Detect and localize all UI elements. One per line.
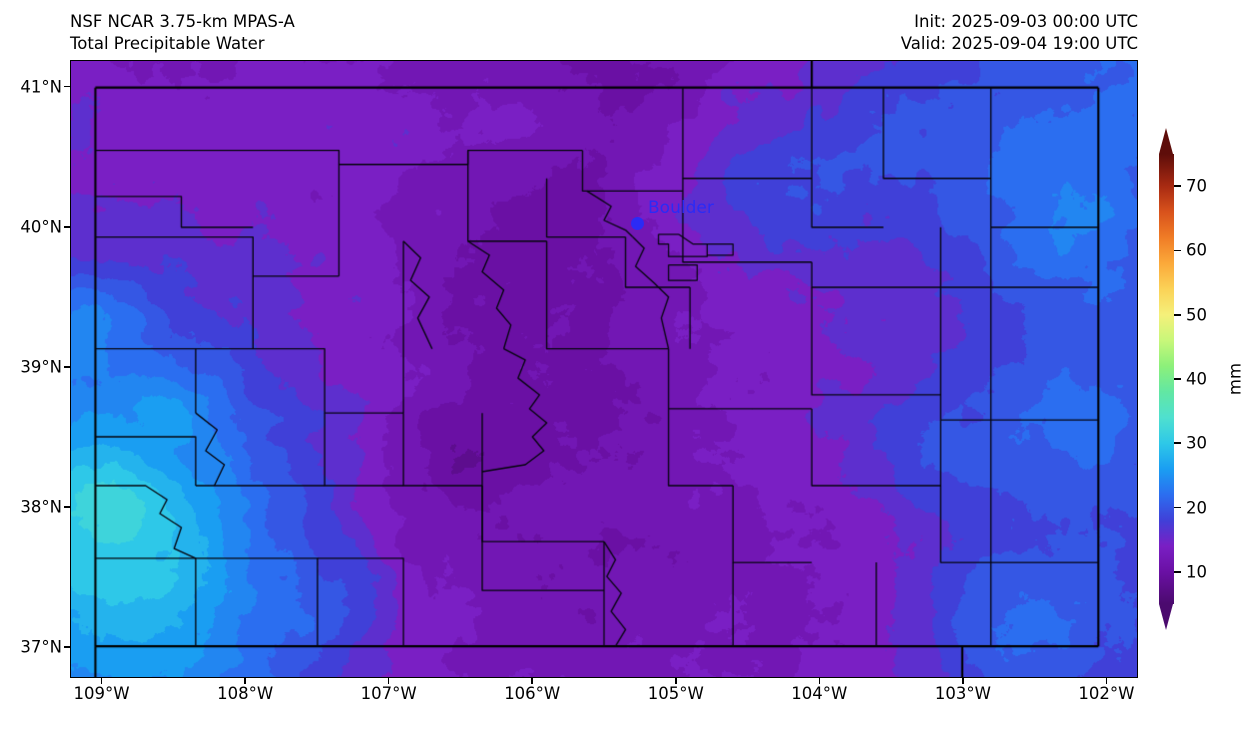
colorbar-tick [1174, 313, 1181, 316]
lat-tick-label: 39°N [20, 357, 62, 377]
colorbar-tick [1174, 378, 1181, 380]
colorbar-tick-label: 40 [1186, 369, 1207, 389]
colorbar-unit-label: mm [1225, 362, 1245, 396]
lat-tick [64, 85, 70, 88]
colorbar-tick [1174, 249, 1181, 252]
colorbar-tick [1174, 185, 1181, 187]
colorbar-over-arrow [1159, 128, 1173, 154]
colorbar-tick [1174, 506, 1181, 509]
map-plot-area [70, 60, 1138, 678]
lon-tick-label: 107°W [360, 684, 417, 703]
colorbar-tick-label: 30 [1186, 433, 1207, 453]
lon-tick-label: 109°W [73, 684, 130, 703]
lat-tick [64, 646, 70, 648]
boulder-marker-label: Boulder [648, 197, 714, 218]
colorbar-tick-label: 20 [1186, 498, 1207, 518]
figure-time-block: Init: 2025-09-03 00:00 UTC Valid: 2025-0… [901, 11, 1138, 55]
lon-tick-label: 104°W [791, 684, 848, 703]
lon-tick-label: 108°W [217, 684, 274, 703]
colorbar-under-arrow [1159, 604, 1173, 630]
lon-tick-label: 105°W [647, 684, 704, 703]
colorbar-tick [1174, 442, 1181, 445]
lat-tick-label: 37°N [20, 637, 62, 657]
lat-tick-label: 41°N [20, 77, 62, 97]
lat-tick [64, 225, 70, 228]
lon-tick [100, 678, 103, 684]
colorbar-tick-label: 70 [1186, 176, 1207, 196]
lon-tick [818, 678, 821, 684]
lon-tick-label: 102°W [1078, 684, 1135, 703]
boulder-marker-dot [630, 217, 644, 231]
lon-tick [244, 678, 246, 684]
colorbar-tick-label: 60 [1186, 240, 1207, 260]
lat-tick [64, 506, 70, 508]
valid-time: Valid: 2025-09-04 19:00 UTC [900, 34, 1138, 53]
lon-tick-label: 103°W [934, 684, 991, 703]
colorbar-tick-label: 10 [1186, 562, 1207, 582]
colorbar-tick-label: 50 [1186, 305, 1207, 325]
figure-title-block: NSF NCAR 3.75-km MPAS-A Total Precipitab… [70, 11, 295, 55]
precipitable-water-field [71, 61, 1137, 677]
lon-tick-label: 106°W [504, 684, 561, 703]
lon-tick [531, 678, 534, 684]
model-title: NSF NCAR 3.75-km MPAS-A [70, 12, 295, 31]
field-title: Total Precipitable Water [70, 34, 265, 53]
lat-tick-label: 40°N [20, 217, 62, 237]
colorbar-gradient [1159, 154, 1174, 604]
init-time: Init: 2025-09-03 00:00 UTC [914, 12, 1138, 31]
lon-tick [962, 678, 964, 684]
lat-tick [64, 366, 70, 368]
lon-tick [387, 678, 390, 684]
lon-tick [674, 678, 677, 684]
colorbar-tick [1174, 571, 1181, 573]
lat-tick-label: 38°N [20, 497, 62, 517]
lon-tick [1105, 678, 1108, 684]
